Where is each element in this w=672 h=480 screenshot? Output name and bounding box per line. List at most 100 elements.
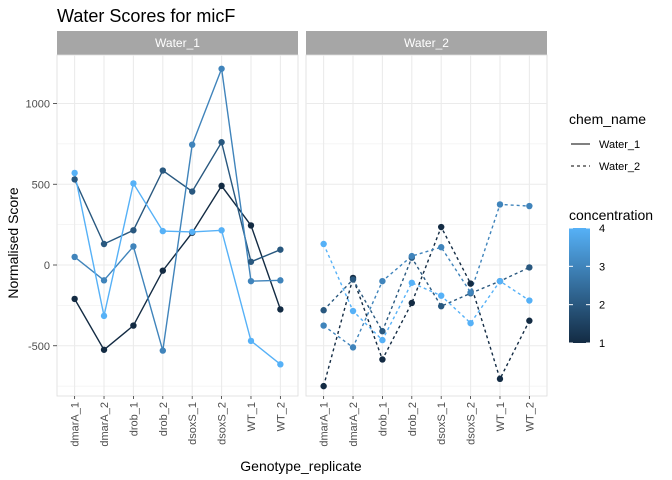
y-tick-label: 0 bbox=[44, 260, 50, 272]
data-point bbox=[130, 243, 137, 250]
data-point bbox=[526, 202, 533, 210]
series-line-conc-4 bbox=[322, 243, 530, 342]
y-axis: -500 0 500 1000 bbox=[26, 99, 57, 353]
data-point bbox=[100, 240, 108, 248]
data-point bbox=[218, 227, 225, 234]
colorbar-tick-label: 4 bbox=[599, 223, 605, 235]
data-point bbox=[349, 344, 357, 351]
x-tick-label: dmarA_1 bbox=[319, 402, 331, 447]
data-point bbox=[71, 176, 78, 183]
legend-label-water-1: Water_1 bbox=[599, 139, 640, 151]
data-point bbox=[71, 169, 78, 177]
x-tick-label: drob_1 bbox=[377, 402, 389, 436]
data-point bbox=[100, 346, 108, 353]
data-point bbox=[526, 297, 533, 304]
y-axis-title: Normalised Score bbox=[5, 187, 21, 298]
data-point bbox=[247, 337, 255, 345]
data-point bbox=[277, 361, 284, 368]
x-tick-label: dsoxS_1 bbox=[187, 402, 199, 445]
panels: Water_1 dmarA_1 dmarA_2 drob_1 drob_2 dsoxS_1… bbox=[56, 31, 548, 447]
data-point bbox=[130, 322, 137, 329]
series-line-conc-1 bbox=[322, 225, 531, 387]
data-point bbox=[526, 317, 533, 324]
x-tick-label: drob_2 bbox=[407, 402, 419, 436]
data-point bbox=[496, 375, 504, 383]
colorbar-tick-label: 3 bbox=[599, 261, 605, 273]
data-point bbox=[496, 277, 504, 285]
data-point bbox=[188, 188, 196, 195]
data-point bbox=[467, 319, 474, 327]
panel-background bbox=[56, 54, 299, 397]
series-line-conc-3 bbox=[323, 203, 530, 349]
x-tick-label: WT_2 bbox=[524, 402, 536, 431]
data-point bbox=[408, 252, 416, 260]
colorbar-tick-label: 2 bbox=[599, 300, 605, 312]
data-point bbox=[159, 227, 167, 235]
data-point bbox=[320, 382, 327, 390]
x-tick-label: drob_1 bbox=[128, 402, 140, 436]
data-point bbox=[218, 139, 225, 146]
data-point bbox=[379, 277, 386, 285]
panel-background bbox=[305, 54, 548, 397]
x-tick-label: drob_2 bbox=[158, 402, 170, 436]
data-point bbox=[100, 277, 108, 284]
data-point bbox=[379, 356, 386, 363]
data-point bbox=[247, 222, 255, 229]
data-point bbox=[437, 292, 445, 299]
data-point bbox=[408, 279, 416, 286]
data-point bbox=[130, 180, 137, 187]
data-point bbox=[320, 322, 327, 329]
colorbar-tick-label: 1 bbox=[599, 338, 605, 350]
legend-label-water-2: Water_2 bbox=[599, 161, 640, 173]
colorbar bbox=[569, 228, 590, 343]
data-point bbox=[71, 253, 78, 261]
data-point bbox=[277, 277, 284, 284]
data-point bbox=[320, 307, 327, 314]
series-line-conc-4 bbox=[73, 172, 281, 365]
panel-water-1: Water_1 dmarA_1 dmarA_2 drob_1 drob_2 dsoxS_1… bbox=[56, 31, 299, 447]
data-point bbox=[349, 307, 357, 315]
x-tick-label: dmarA_2 bbox=[348, 402, 360, 447]
data-point bbox=[496, 201, 504, 208]
x-tick-label: WT_1 bbox=[246, 402, 258, 431]
data-point bbox=[247, 277, 255, 285]
data-point bbox=[159, 347, 167, 354]
data-point bbox=[467, 289, 474, 296]
legend: chem_name Water_1 Water_2 concentration … bbox=[569, 111, 653, 350]
x-tick-label: dsoxS_1 bbox=[436, 402, 448, 445]
data-point bbox=[218, 65, 225, 72]
x-tick-label: dsoxS_2 bbox=[466, 402, 478, 445]
y-tick-label: 500 bbox=[32, 179, 50, 191]
series-line-conc-2 bbox=[323, 256, 530, 333]
panel-water-2: Water_2 dmarA_1 dmarA_2 drob_1 drob_2 dsoxS_1… bbox=[305, 31, 548, 447]
linetype-legend-title: chem_name bbox=[569, 111, 646, 127]
data-point bbox=[159, 267, 167, 274]
data-point bbox=[320, 240, 327, 248]
data-point bbox=[408, 299, 416, 307]
facet-strip-label: Water_1 bbox=[155, 36, 200, 50]
y-tick-label: 1000 bbox=[26, 99, 50, 111]
x-tick-label: dmarA_1 bbox=[70, 402, 82, 447]
x-tick-label: dmarA_2 bbox=[99, 402, 111, 447]
data-point bbox=[349, 276, 357, 283]
data-point bbox=[188, 228, 196, 236]
data-point bbox=[467, 280, 474, 287]
data-point bbox=[218, 182, 225, 190]
data-point bbox=[437, 223, 445, 231]
x-tick-label: WT_2 bbox=[275, 402, 287, 431]
facet-strip bbox=[57, 31, 298, 55]
facet-strip bbox=[306, 31, 547, 55]
data-point bbox=[437, 244, 445, 251]
data-point bbox=[159, 167, 167, 174]
data-point bbox=[526, 264, 533, 271]
data-point bbox=[188, 141, 196, 148]
chart-title: Water Scores for micF bbox=[57, 6, 235, 26]
color-legend-title: concentration bbox=[569, 207, 653, 223]
x-axis-title: Genotype_replicate bbox=[240, 458, 362, 474]
x-tick-label: WT_1 bbox=[495, 402, 507, 431]
data-point bbox=[277, 306, 284, 313]
data-point bbox=[277, 246, 284, 253]
data-point bbox=[71, 295, 78, 303]
colorbar-ticks: 1 2 3 4 bbox=[569, 223, 605, 350]
